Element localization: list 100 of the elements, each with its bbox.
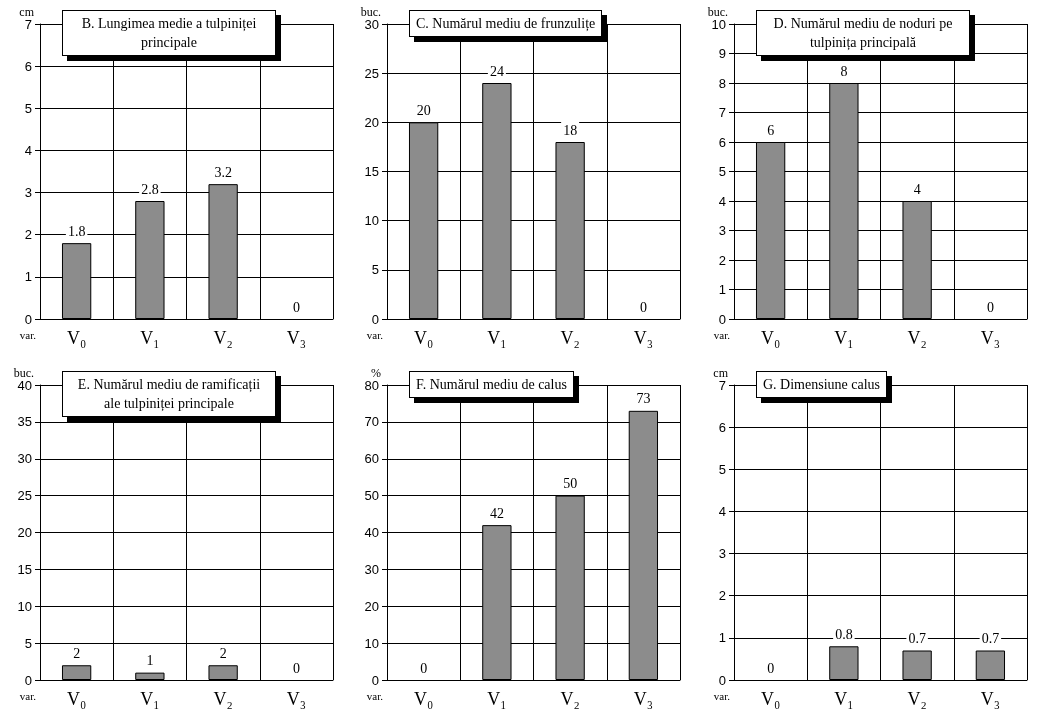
x-tick-label: V₀ xyxy=(760,328,781,348)
data-label: 2 xyxy=(73,645,81,661)
y-axis-title: buc. xyxy=(360,4,381,19)
data-label: 0 xyxy=(986,299,994,315)
data-label: 0 xyxy=(292,660,300,676)
y-tick-label: 5 xyxy=(371,262,379,278)
data-label: 1 xyxy=(146,653,154,669)
x-tick-label: V₁ xyxy=(834,689,854,709)
data-label: 0.8 xyxy=(835,626,853,642)
y-tick-label: 7 xyxy=(24,16,32,32)
y-tick-label: 7 xyxy=(718,105,726,120)
y-tick-label: 0 xyxy=(24,311,32,327)
y-tick-label: 60 xyxy=(364,451,379,467)
data-label: 0 xyxy=(767,660,775,676)
y-tick-label: 4 xyxy=(718,193,726,209)
y-tick-label: 6 xyxy=(718,134,726,150)
data-label: 20 xyxy=(416,102,431,118)
x-tick-label: V₃ xyxy=(286,328,307,348)
y-tick-label: 10 xyxy=(364,213,379,229)
x-axis-title: var. xyxy=(713,689,731,702)
data-label: 50 xyxy=(563,476,578,492)
x-tick-label: V₂ xyxy=(907,328,927,348)
x-tick-label: V₀ xyxy=(413,328,434,348)
x-tick-label: V₀ xyxy=(66,328,87,348)
y-tick-label: 10 xyxy=(17,598,32,614)
x-axis-title: var. xyxy=(366,689,384,702)
y-axis-title: buc. xyxy=(707,4,728,19)
y-tick-label: 0 xyxy=(718,672,726,688)
x-tick-label: V₂ xyxy=(560,689,580,709)
y-tick-label: 6 xyxy=(24,58,32,74)
y-axis-title: cm xyxy=(713,365,729,380)
x-tick-label: V₁ xyxy=(487,328,507,348)
y-tick-label: 15 xyxy=(17,561,32,577)
y-tick-label: 9 xyxy=(718,46,726,61)
y-tick-label: 80 xyxy=(364,377,379,393)
y-tick-label: 0 xyxy=(24,672,32,688)
x-tick-label: V₂ xyxy=(907,689,927,709)
y-tick-label: 15 xyxy=(364,164,379,179)
y-tick-label: 2 xyxy=(718,252,726,268)
y-tick-label: 4 xyxy=(24,142,32,158)
data-label: 2 xyxy=(219,645,227,661)
chart-title: B. Lungimea medie a tulpiniței principale xyxy=(62,10,276,56)
y-tick-label: 3 xyxy=(24,185,32,201)
data-label: 4 xyxy=(913,181,921,197)
x-tick-label: V₂ xyxy=(560,328,580,348)
y-tick-label: 25 xyxy=(364,65,379,81)
chart-title: C. Numărul mediu de frunzulițe xyxy=(409,10,603,37)
y-tick-label: 35 xyxy=(17,414,32,430)
y-tick-label: 5 xyxy=(718,461,726,477)
x-tick-label: V₂ xyxy=(213,689,233,709)
y-tick-label: 40 xyxy=(17,377,32,393)
x-tick-label: V₃ xyxy=(980,689,1001,709)
y-tick-label: 6 xyxy=(718,419,726,435)
data-label: 0.7 xyxy=(981,631,1000,646)
y-axis-title: buc. xyxy=(13,365,34,380)
y-tick-label: 3 xyxy=(718,223,726,238)
data-label: 42 xyxy=(489,505,504,521)
x-axis-title: var. xyxy=(19,689,37,702)
x-tick-label: V₀ xyxy=(413,689,434,709)
y-tick-label: 20 xyxy=(364,598,379,614)
y-tick-label: 70 xyxy=(364,414,379,430)
x-tick-label: V₀ xyxy=(760,689,781,709)
y-tick-label: 8 xyxy=(718,75,726,91)
x-axis-title: var. xyxy=(366,328,384,341)
y-tick-label: 1 xyxy=(718,630,726,646)
data-label: 73 xyxy=(636,391,651,407)
y-tick-label: 10 xyxy=(364,635,379,651)
y-tick-label: 20 xyxy=(17,525,32,540)
y-tick-label: 7 xyxy=(718,377,726,393)
chart-title: F. Numărul mediu de calus xyxy=(409,371,574,398)
y-axis-title: % xyxy=(371,365,381,380)
x-tick-label: V₃ xyxy=(633,689,654,709)
y-tick-label: 0 xyxy=(718,311,726,327)
chart-title: G. Dimensiune calus xyxy=(756,371,888,398)
data-label: 3.2 xyxy=(214,164,232,180)
y-tick-label: 4 xyxy=(718,503,726,519)
y-tick-label: 1 xyxy=(24,269,32,285)
x-axis-title: var. xyxy=(713,328,731,341)
y-tick-label: 5 xyxy=(24,635,32,651)
y-tick-label: 2 xyxy=(24,227,32,243)
x-tick-label: V₁ xyxy=(140,328,160,348)
x-axis-title: var. xyxy=(19,328,37,341)
chart-title: D. Numărul mediu de noduri pe tulpinița principală xyxy=(756,10,970,56)
y-tick-label: 2 xyxy=(718,588,726,604)
y-tick-label: 5 xyxy=(718,164,726,179)
y-tick-label: 30 xyxy=(364,561,379,577)
y-axis-title: cm xyxy=(19,4,35,19)
y-tick-label: 0 xyxy=(371,672,379,688)
data-label: 8 xyxy=(840,63,848,79)
x-tick-label: V₀ xyxy=(66,689,87,709)
x-tick-label: V₂ xyxy=(213,328,233,348)
chart-title: E. Numărul mediu de ramificații ale tulpiniței principale xyxy=(62,371,276,417)
data-label: 6 xyxy=(767,122,775,138)
y-tick-label: 30 xyxy=(364,16,379,32)
y-tick-label: 5 xyxy=(24,100,32,116)
x-tick-label: V₃ xyxy=(980,328,1001,348)
data-label: 0 xyxy=(639,299,647,315)
y-tick-label: 3 xyxy=(718,546,726,562)
data-label: 1.8 xyxy=(67,223,86,239)
data-label: 24 xyxy=(489,63,504,79)
